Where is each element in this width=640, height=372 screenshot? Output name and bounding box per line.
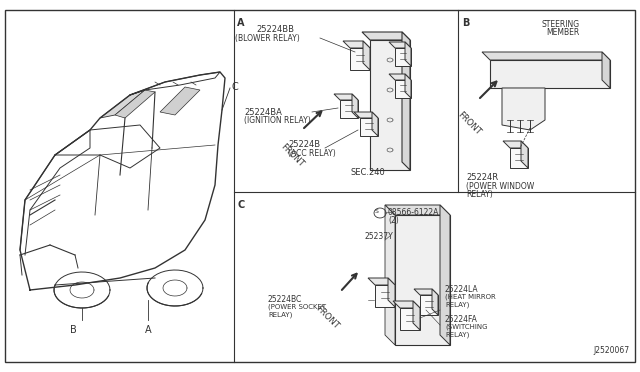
- Polygon shape: [503, 141, 528, 148]
- Polygon shape: [482, 52, 610, 60]
- Text: (IGNITION RELAY): (IGNITION RELAY): [244, 116, 311, 125]
- Polygon shape: [395, 48, 411, 66]
- Polygon shape: [510, 148, 528, 168]
- Text: 25224R: 25224R: [466, 173, 498, 182]
- Polygon shape: [360, 118, 378, 136]
- Text: RELAY): RELAY): [268, 312, 292, 318]
- Polygon shape: [375, 285, 395, 307]
- Polygon shape: [521, 141, 528, 168]
- Polygon shape: [385, 205, 395, 345]
- Polygon shape: [160, 87, 200, 115]
- Text: 25224BC: 25224BC: [268, 295, 302, 304]
- Text: A: A: [237, 18, 244, 28]
- Text: MEMBER: MEMBER: [547, 28, 580, 37]
- Polygon shape: [100, 90, 145, 118]
- Text: RELAY): RELAY): [445, 302, 469, 308]
- Text: 25224B: 25224B: [288, 140, 320, 149]
- Polygon shape: [334, 94, 358, 100]
- Text: 25224FA: 25224FA: [445, 315, 478, 324]
- Polygon shape: [490, 60, 610, 88]
- Text: (ACC RELAY): (ACC RELAY): [288, 149, 336, 158]
- Polygon shape: [372, 112, 378, 136]
- Text: FRONT: FRONT: [456, 110, 483, 137]
- Text: RELAY): RELAY): [466, 190, 493, 199]
- Text: SEC.240: SEC.240: [350, 168, 385, 177]
- Text: FRONT: FRONT: [278, 142, 305, 169]
- Text: RELAY): RELAY): [445, 331, 469, 337]
- Polygon shape: [440, 205, 450, 345]
- Text: (HEAT MIRROR: (HEAT MIRROR: [445, 294, 496, 301]
- Text: FRONT: FRONT: [314, 304, 340, 331]
- Polygon shape: [363, 41, 370, 70]
- Polygon shape: [502, 88, 545, 130]
- Polygon shape: [400, 308, 420, 330]
- Polygon shape: [343, 41, 370, 48]
- Polygon shape: [414, 289, 438, 295]
- Text: (BLOWER RELAY): (BLOWER RELAY): [235, 34, 300, 43]
- Text: B: B: [462, 18, 469, 28]
- Polygon shape: [115, 90, 155, 118]
- Text: 08566-6122A: 08566-6122A: [388, 208, 440, 217]
- Polygon shape: [393, 301, 420, 308]
- Polygon shape: [405, 74, 411, 98]
- Polygon shape: [402, 32, 410, 170]
- Text: 25224LA: 25224LA: [445, 285, 479, 294]
- Polygon shape: [389, 74, 411, 80]
- Text: 25237Y: 25237Y: [365, 232, 394, 241]
- Text: C: C: [232, 82, 239, 92]
- Text: S: S: [375, 209, 379, 214]
- Polygon shape: [420, 295, 438, 315]
- Polygon shape: [352, 94, 358, 118]
- Text: B: B: [70, 325, 76, 335]
- Text: J2520067: J2520067: [594, 346, 630, 355]
- Text: A: A: [145, 325, 151, 335]
- Polygon shape: [432, 289, 438, 315]
- Polygon shape: [388, 278, 395, 307]
- Polygon shape: [362, 32, 410, 40]
- Polygon shape: [389, 42, 411, 48]
- Text: (2): (2): [388, 216, 399, 225]
- Text: 25224BA: 25224BA: [244, 108, 282, 117]
- Polygon shape: [370, 40, 410, 170]
- Polygon shape: [340, 100, 358, 118]
- Polygon shape: [385, 205, 450, 215]
- Text: STEERING: STEERING: [542, 20, 580, 29]
- Polygon shape: [602, 52, 610, 88]
- Text: (POWER WINDOW: (POWER WINDOW: [466, 182, 534, 191]
- Polygon shape: [350, 48, 370, 70]
- Polygon shape: [395, 80, 411, 98]
- Text: (SWITCHING: (SWITCHING: [445, 323, 488, 330]
- Polygon shape: [413, 301, 420, 330]
- Polygon shape: [368, 278, 395, 285]
- Text: C: C: [237, 200, 244, 210]
- Text: (POWER SOCKET: (POWER SOCKET: [268, 304, 326, 311]
- Text: 25224BB: 25224BB: [256, 25, 294, 34]
- Polygon shape: [405, 42, 411, 66]
- Polygon shape: [354, 112, 378, 118]
- Polygon shape: [395, 215, 450, 345]
